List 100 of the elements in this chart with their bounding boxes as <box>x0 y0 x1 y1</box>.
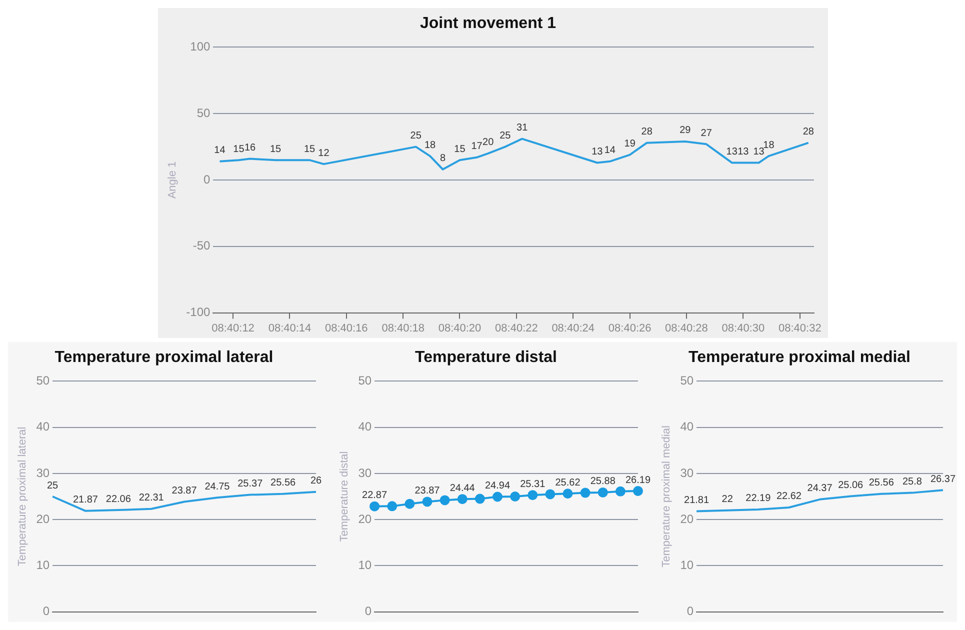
data-label: 23.87 <box>172 485 198 496</box>
y-tick-label: 10 <box>680 558 694 572</box>
data-label: 28 <box>641 126 653 138</box>
data-label: 25.56 <box>270 478 296 489</box>
data-label: 15 <box>304 144 316 155</box>
y-tick-label: 40 <box>36 420 50 434</box>
point <box>440 495 450 506</box>
y-axis-title: Angle 1 <box>166 161 179 199</box>
data-label: 25 <box>500 130 512 142</box>
x-tick-label: 08:40:12 <box>212 322 254 334</box>
x-tick-label: 08:40:14 <box>268 322 312 334</box>
data-label: 24.37 <box>807 483 833 494</box>
y-tick-label: 50 <box>680 374 694 388</box>
chart-title: Temperature proximal medial <box>688 349 910 366</box>
data-label: 25 <box>410 130 422 142</box>
data-label: 22.06 <box>106 494 132 505</box>
point <box>422 496 432 507</box>
x-tick-label: 08:40:24 <box>552 322 595 334</box>
x-tick-label: 08:40:28 <box>665 322 708 334</box>
point <box>598 487 608 498</box>
data-label: 22.31 <box>138 492 164 504</box>
data-label: 24.75 <box>204 481 230 492</box>
y-tick-label: 0 <box>42 604 50 618</box>
data-label: 26 <box>310 476 322 487</box>
y-tick-label: 20 <box>680 512 694 526</box>
x-tick-label: 08:40:20 <box>438 322 482 334</box>
chart-title: Temperature proximal lateral <box>54 349 274 366</box>
data-label: 25.06 <box>838 480 864 491</box>
point <box>545 489 556 500</box>
data-label: 25 <box>46 480 59 492</box>
data-label: 8 <box>440 153 446 164</box>
point <box>492 492 502 502</box>
data-label: 13 <box>738 146 750 158</box>
point <box>633 486 643 496</box>
y-tick-label: 100 <box>190 40 211 54</box>
y-tick-label: 0 <box>364 604 372 618</box>
data-label: 31 <box>516 122 528 134</box>
y-tick-label: 40 <box>358 420 372 434</box>
data-label: 22.87 <box>362 490 388 502</box>
y-tick-label: 10 <box>36 558 50 572</box>
x-tick-label: 08:40:32 <box>778 322 822 334</box>
data-label: 16 <box>244 142 256 154</box>
point <box>528 490 538 500</box>
x-tick-label: 08:40:18 <box>382 322 425 334</box>
x-tick-label: 08:40:22 <box>495 322 538 334</box>
data-label: 13 <box>592 146 604 158</box>
point <box>615 486 626 496</box>
y-tick-label: 40 <box>680 420 694 434</box>
data-label: 14 <box>604 145 616 156</box>
data-label: 28 <box>802 126 814 138</box>
chart-title: Temperature distal <box>415 349 557 366</box>
data-label: 26.19 <box>625 474 651 486</box>
data-label: 24.44 <box>450 482 476 494</box>
data-label: 12 <box>318 148 330 159</box>
data-label: 17 <box>471 141 483 152</box>
data-label: 23.87 <box>414 485 440 496</box>
y-tick-label: -100 <box>186 305 211 320</box>
x-tick-label: 08:40:16 <box>324 322 368 334</box>
y-axis-title: Temperature distal <box>338 451 351 542</box>
y-tick-label: 50 <box>196 106 211 120</box>
y-tick-label: 0 <box>204 172 211 186</box>
data-label: 24.94 <box>484 480 510 492</box>
data-label: 15 <box>233 144 245 155</box>
data-label: 25.8 <box>902 476 922 488</box>
y-axis-title: Temperature proximal medial <box>660 426 673 568</box>
chart-title: Joint movement 1 <box>420 15 556 32</box>
point <box>562 488 573 499</box>
y-tick-label: 50 <box>36 374 50 388</box>
point <box>457 494 468 504</box>
data-label: 18 <box>424 140 436 151</box>
point <box>474 494 485 504</box>
point <box>580 488 590 498</box>
x-tick-label: 08:40:26 <box>608 322 652 334</box>
point <box>370 501 380 512</box>
y-tick-label: -50 <box>192 238 211 253</box>
data-label: 25.62 <box>555 477 581 488</box>
y-tick-label: 0 <box>686 604 694 618</box>
data-label: 13 <box>753 146 765 158</box>
data-label: 27 <box>700 128 712 139</box>
y-tick-label: 20 <box>36 512 50 526</box>
data-label: 29 <box>680 125 692 136</box>
y-tick-label: 30 <box>680 466 694 480</box>
data-label: 25.88 <box>590 476 616 488</box>
data-label: 13 <box>726 146 738 158</box>
data-label: 15 <box>454 144 466 155</box>
data-label: 19 <box>624 138 636 150</box>
data-label: 26.37 <box>930 474 956 485</box>
point <box>510 492 520 502</box>
point <box>387 501 398 512</box>
data-label: 20 <box>482 137 494 148</box>
point <box>404 498 415 509</box>
data-label: 15 <box>270 144 282 155</box>
y-tick-label: 50 <box>358 374 372 388</box>
data-label: 22.62 <box>776 491 802 502</box>
y-axis-title: Temperature proximal lateral <box>16 426 29 566</box>
data-label: 21.87 <box>72 494 98 506</box>
data-label: 21.81 <box>684 494 710 506</box>
y-tick-label: 20 <box>358 512 372 526</box>
y-tick-label: 10 <box>358 558 372 572</box>
data-label: 18 <box>763 140 775 151</box>
